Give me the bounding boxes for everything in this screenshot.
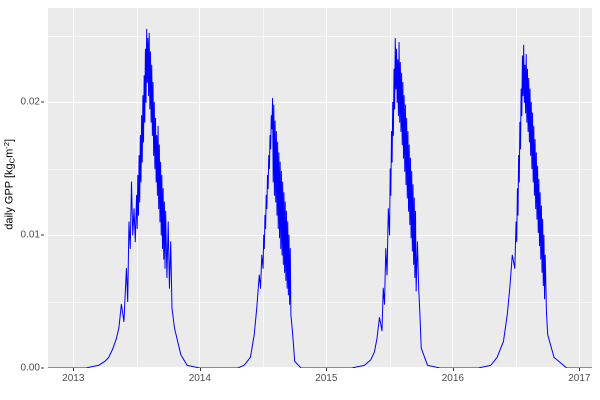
gridline-vertical xyxy=(452,8,454,368)
x-tick-mark xyxy=(452,368,454,371)
gridline-horizontal xyxy=(48,35,592,37)
x-tick-label: 2016 xyxy=(441,373,464,384)
gridline-vertical xyxy=(325,8,327,368)
y-tick-label: 0.02 xyxy=(20,96,40,108)
x-tick-label: 2017 xyxy=(568,373,591,384)
y-tick-mark xyxy=(41,234,44,236)
y-axis-title-subscript: C xyxy=(6,157,16,163)
x-tick-label: 2013 xyxy=(62,373,85,384)
gridline-vertical xyxy=(578,8,580,368)
gridline-horizontal xyxy=(48,234,592,236)
gridline-vertical xyxy=(263,8,264,368)
x-axis-ticks: 2013 2014 2015 2016 2017 xyxy=(48,368,592,400)
y-axis-title-main: daily GPP [kg xyxy=(3,162,15,230)
x-tick-label: 2015 xyxy=(315,373,338,384)
gridline-horizontal xyxy=(48,168,592,170)
y-tick-label: 0.00 xyxy=(20,362,40,374)
y-tick-label: 0.01 xyxy=(20,229,40,241)
y-axis-title-unit: m xyxy=(3,148,15,158)
gridline-horizontal xyxy=(48,101,592,103)
series-line-daily-gpp xyxy=(48,28,592,368)
x-tick-label: 2014 xyxy=(188,373,211,384)
gridline-horizontal xyxy=(48,301,592,303)
x-tick-mark xyxy=(326,368,328,371)
gridline-vertical xyxy=(199,8,201,368)
y-tick-mark xyxy=(41,367,44,369)
plot-panel xyxy=(48,8,592,368)
x-tick-mark xyxy=(199,368,201,371)
x-tick-mark xyxy=(579,368,581,371)
y-axis-ticks: 0.00 0.01 0.02 xyxy=(18,0,44,400)
y-axis-title: daily GPP [kgCm-2] xyxy=(0,0,18,368)
gridline-vertical xyxy=(72,8,74,368)
series-polyline xyxy=(48,28,592,368)
y-axis-title-bracket: ] xyxy=(3,138,15,142)
x-tick-mark xyxy=(73,368,75,371)
y-tick-mark xyxy=(41,101,44,103)
gridline-vertical xyxy=(516,8,517,368)
gridline-vertical xyxy=(136,8,138,368)
y-axis-title-superscript: -2 xyxy=(1,141,11,149)
